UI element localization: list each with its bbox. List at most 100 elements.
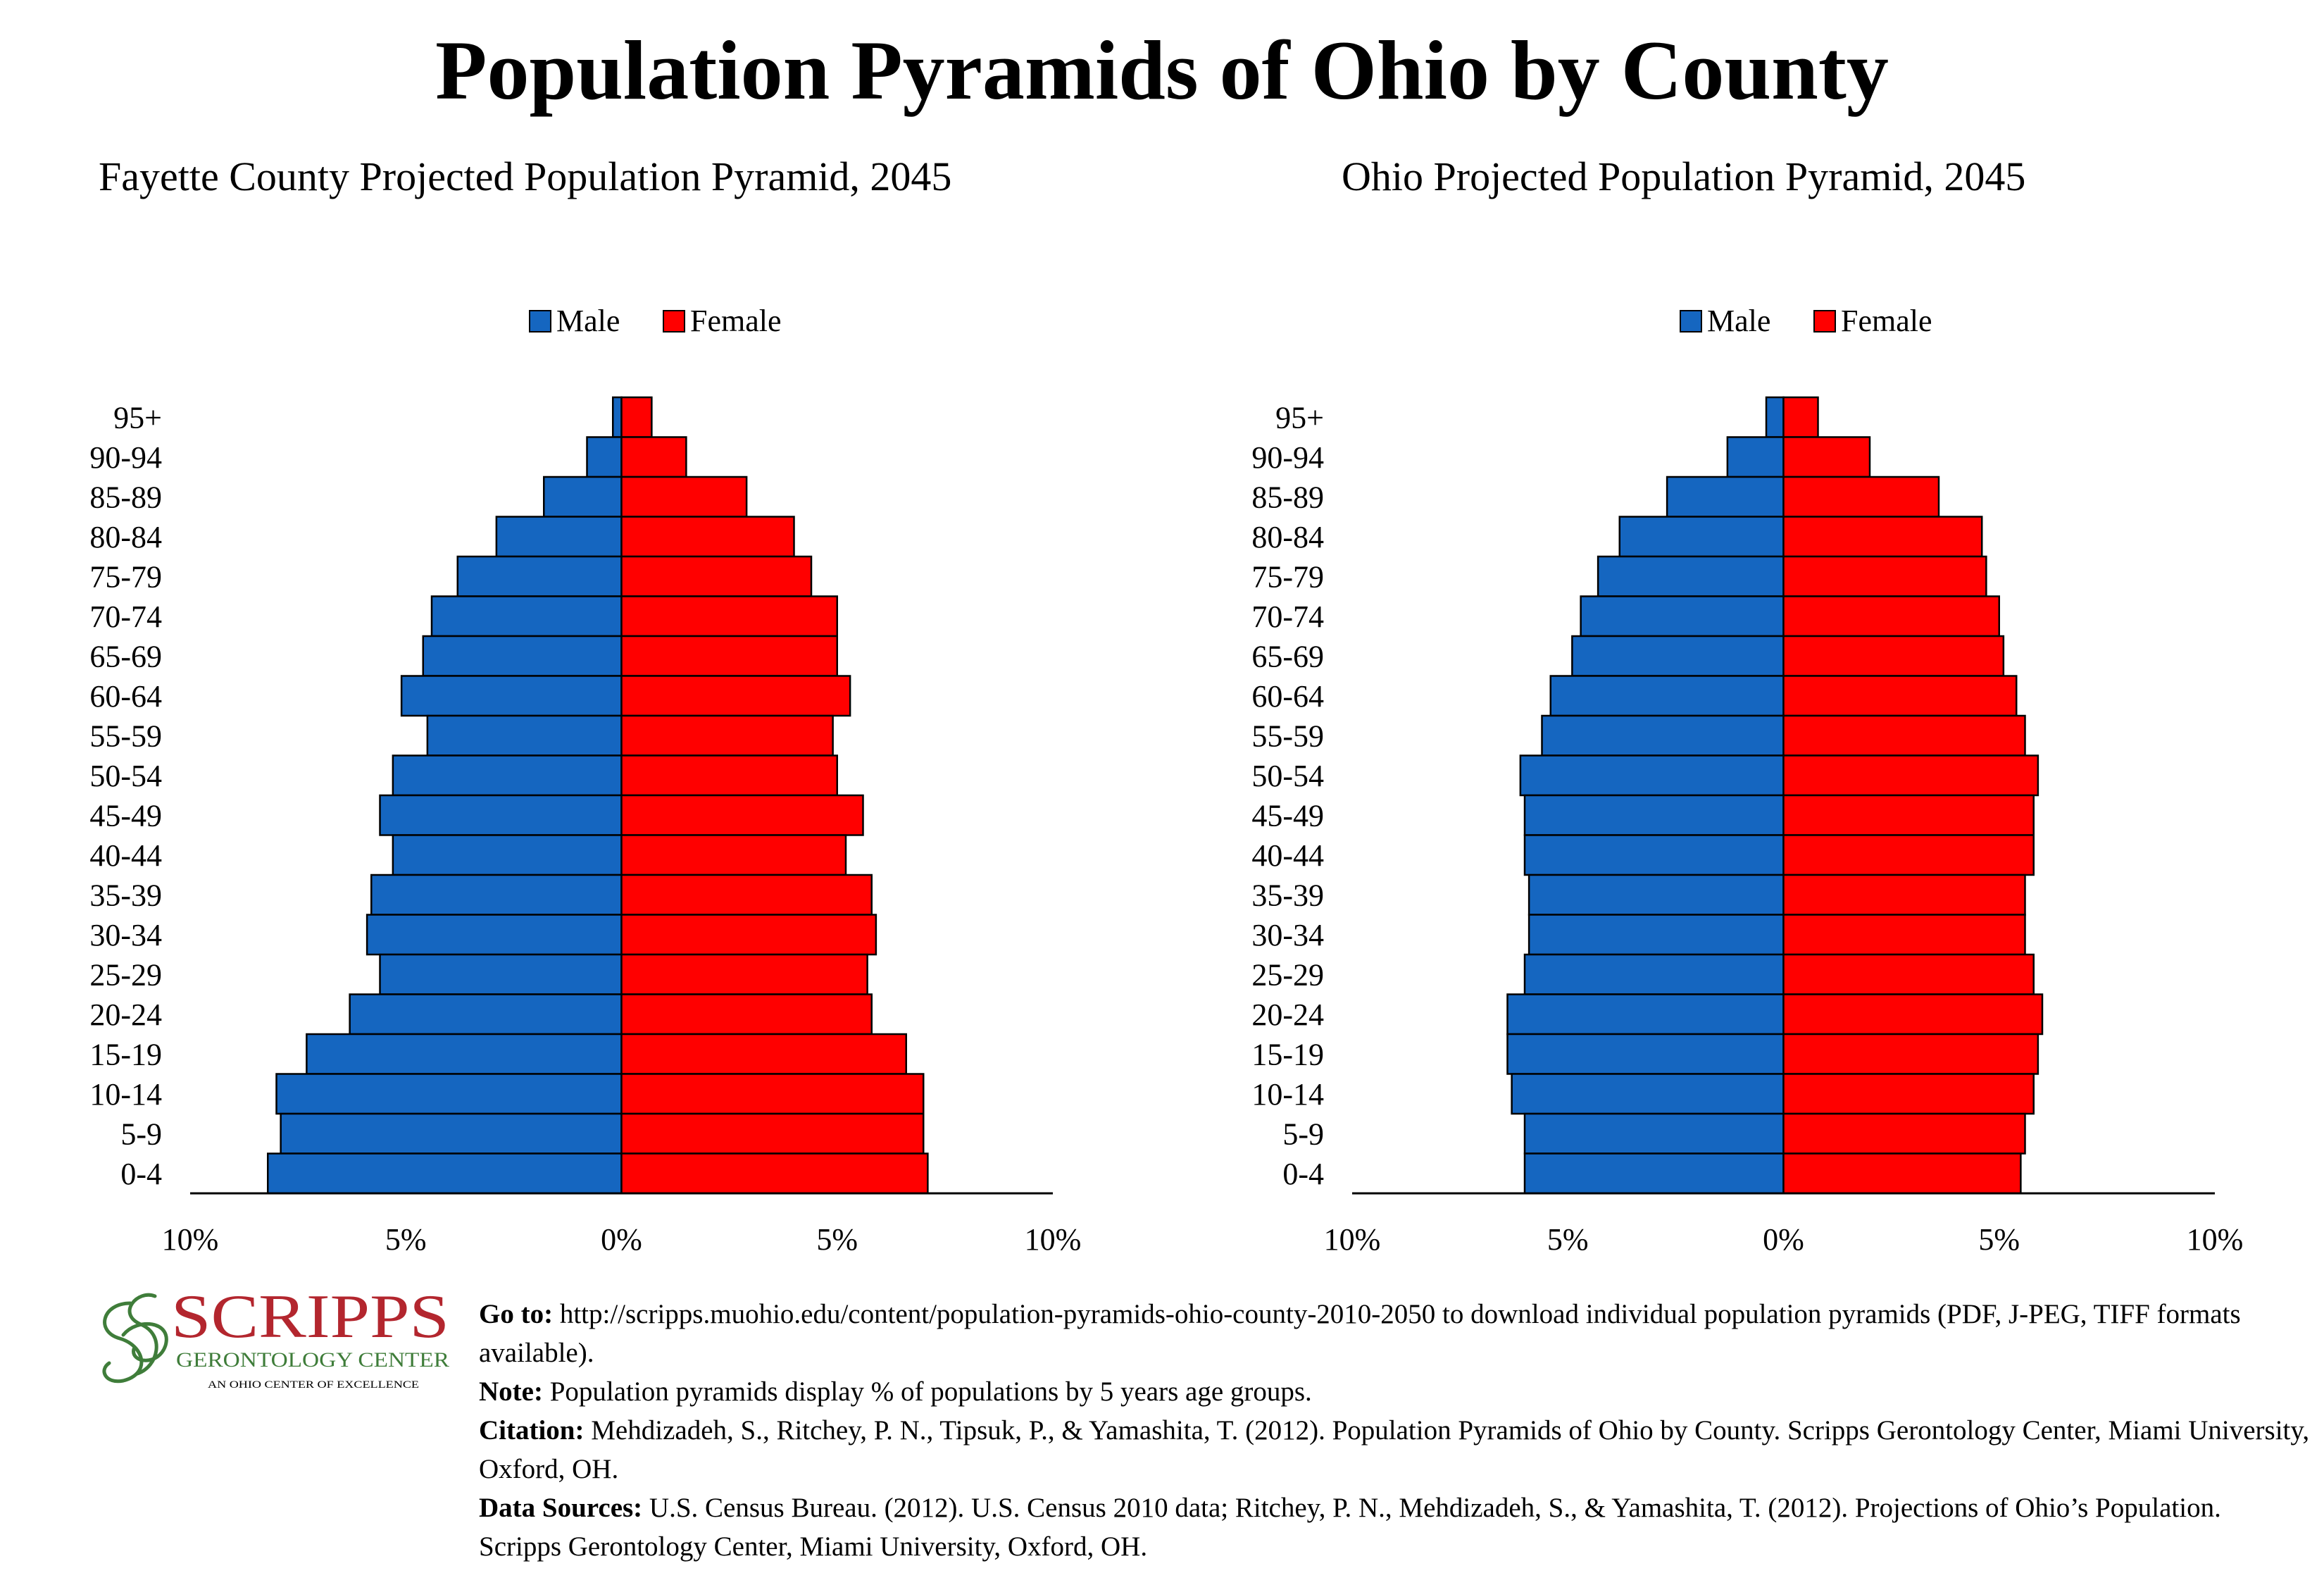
bar-male xyxy=(392,754,623,797)
bar-female xyxy=(620,1073,925,1115)
category-label: 10-14 xyxy=(1251,1077,1324,1112)
category-label: 0-4 xyxy=(1282,1157,1324,1191)
category-label: 50-54 xyxy=(1251,759,1324,793)
note-label: Note: xyxy=(479,1376,543,1407)
bar-male xyxy=(430,595,623,638)
bar-male xyxy=(366,914,623,956)
legend: Male Female xyxy=(1680,304,1932,338)
category-label: 10-14 xyxy=(89,1077,162,1112)
legend-swatch-male xyxy=(1680,310,1702,332)
bar-male xyxy=(306,1033,623,1075)
bar-male xyxy=(349,993,623,1036)
category-label: 15-19 xyxy=(89,1037,162,1071)
chart-ohio: Ohio Projected Population Pyramid, 2045 M… xyxy=(1251,154,2243,1257)
bar-female xyxy=(620,595,838,638)
bar-male xyxy=(1580,595,1785,638)
category-label: 60-64 xyxy=(1251,679,1324,714)
bar-male xyxy=(1506,993,1785,1036)
legend-label-male: Male xyxy=(1707,304,1770,338)
bar-male xyxy=(1571,635,1785,677)
category-label: 60-64 xyxy=(89,679,162,714)
legend-swatch-male xyxy=(529,310,551,332)
logo-tagline: AN OHIO CENTER OF EXCELLENCE xyxy=(208,1379,419,1391)
bar-male xyxy=(1523,794,1785,836)
bar-male xyxy=(1523,1152,1785,1195)
bar-female xyxy=(1782,675,2018,717)
bar-male xyxy=(267,1152,623,1195)
bar-female xyxy=(1782,1073,2035,1115)
bar-male xyxy=(1765,396,1785,438)
category-label: 65-69 xyxy=(89,639,162,673)
legend-label-male: Male xyxy=(556,304,620,338)
sources-label: Data Sources: xyxy=(479,1493,643,1523)
bar-female xyxy=(620,516,795,558)
category-label: 80-84 xyxy=(1251,520,1324,554)
logo-name: SCRIPPS xyxy=(171,1283,449,1351)
bar-female xyxy=(620,635,838,677)
bar-male xyxy=(400,675,623,717)
note-note: Note: Population pyramids display % of p… xyxy=(479,1372,2310,1411)
category-label: 80-84 xyxy=(89,520,162,554)
bar-male xyxy=(1666,476,1785,518)
bar-male xyxy=(456,555,623,597)
bar-female xyxy=(1782,754,2039,797)
bar-male xyxy=(1541,714,1785,757)
bar-male xyxy=(1618,516,1785,558)
chart-title: Ohio Projected Population Pyramid, 2045 xyxy=(1342,154,2025,199)
bar-female xyxy=(1782,874,2026,916)
bar-female xyxy=(1782,1152,2022,1195)
category-label: 35-39 xyxy=(89,878,162,912)
bar-male xyxy=(1506,1033,1785,1075)
bar-male xyxy=(543,476,623,518)
category-label: 50-54 xyxy=(89,759,162,793)
bar-male xyxy=(1597,555,1785,597)
bar-female xyxy=(1782,914,2026,956)
category-label: 45-49 xyxy=(89,798,162,833)
note-sources: Data Sources: U.S. Census Bureau. (2012)… xyxy=(479,1488,2310,1566)
x-tick-label: 10% xyxy=(1025,1222,1082,1257)
category-label: 95+ xyxy=(1275,400,1324,435)
legend-swatch-female xyxy=(663,310,685,332)
bar-male xyxy=(426,714,623,757)
bar-female xyxy=(620,953,868,995)
bar-male xyxy=(586,436,623,478)
bar-male xyxy=(370,874,623,916)
bar-male xyxy=(280,1112,623,1155)
bar-female xyxy=(620,1152,929,1195)
category-label: 70-74 xyxy=(89,599,162,634)
bar-female xyxy=(620,1033,907,1075)
category-label: 5-9 xyxy=(1282,1117,1324,1151)
bar-female xyxy=(620,993,873,1036)
bar-female xyxy=(620,874,873,916)
note-citation: Citation: Mehdizadeh, S., Ritchey, P. N.… xyxy=(479,1411,2310,1488)
bar-female xyxy=(620,555,813,597)
x-tick-label: 5% xyxy=(1547,1222,1589,1257)
chart-fayette: Fayette County Projected Population Pyra… xyxy=(89,154,1082,1257)
bar-male xyxy=(1528,874,1785,916)
x-tick-label: 0% xyxy=(601,1222,642,1257)
bar-male xyxy=(612,396,623,438)
category-label: 25-29 xyxy=(89,957,162,992)
note-goto: Go to: http://scripps.muohio.edu/content… xyxy=(479,1295,2310,1372)
bar-female xyxy=(620,754,838,797)
legend-label-female: Female xyxy=(690,304,782,338)
bar-female xyxy=(620,834,847,876)
bar-male xyxy=(495,516,623,558)
bar-male xyxy=(1519,754,1785,797)
bar-female xyxy=(1782,834,2035,876)
bar-female xyxy=(620,675,851,717)
bar-female xyxy=(620,1112,925,1155)
bar-female xyxy=(1782,476,1940,518)
category-label: 90-94 xyxy=(1251,440,1324,475)
bar-female xyxy=(1782,516,1983,558)
x-tick-label: 0% xyxy=(1763,1222,1804,1257)
chart-title: Fayette County Projected Population Pyra… xyxy=(99,154,951,199)
note-text: Population pyramids display % of populat… xyxy=(542,1376,1312,1407)
bar-male xyxy=(379,794,623,836)
goto-text: http://scripps.muohio.edu/content/popula… xyxy=(479,1299,2241,1368)
bar-male xyxy=(379,953,623,995)
notes-block: Go to: http://scripps.muohio.edu/content… xyxy=(479,1295,2310,1566)
category-label: 0-4 xyxy=(120,1157,162,1191)
bar-female xyxy=(620,436,687,478)
category-label: 85-89 xyxy=(89,480,162,514)
